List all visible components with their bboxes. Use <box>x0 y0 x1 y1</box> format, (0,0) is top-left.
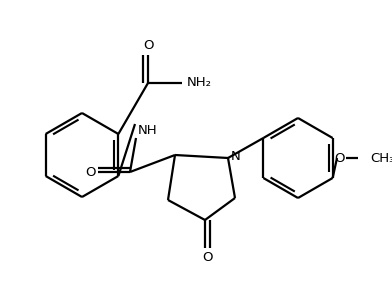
Text: NH: NH <box>138 124 158 138</box>
Text: N: N <box>231 149 241 162</box>
Text: O: O <box>85 166 96 179</box>
Text: O: O <box>335 151 345 164</box>
Text: CH₃: CH₃ <box>370 151 392 164</box>
Text: O: O <box>203 251 213 264</box>
Text: NH₂: NH₂ <box>187 76 212 89</box>
Text: O: O <box>144 39 154 52</box>
